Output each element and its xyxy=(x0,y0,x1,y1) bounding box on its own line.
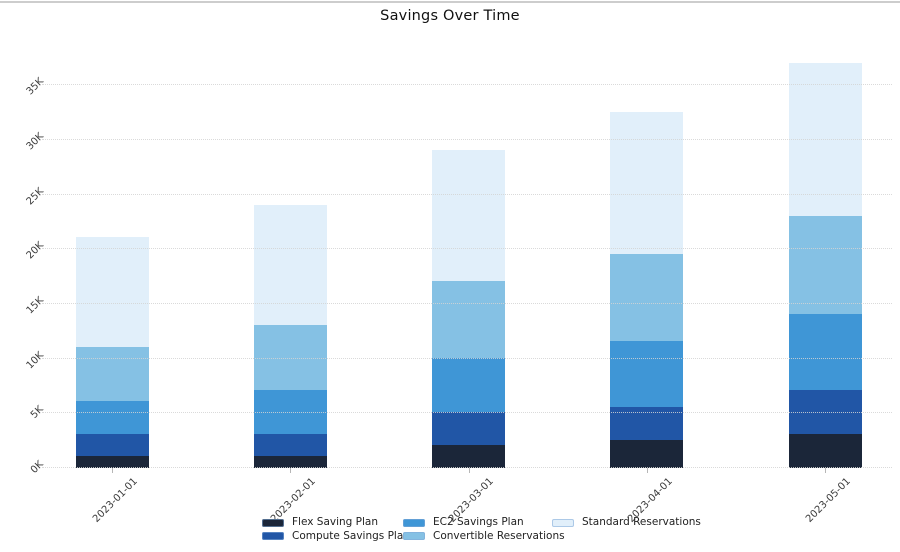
legend-item[interactable]: EC2 Savings Plan xyxy=(403,516,565,530)
bar-segment[interactable] xyxy=(75,434,149,457)
bar-segment[interactable] xyxy=(788,390,862,435)
bar-segment[interactable] xyxy=(432,357,505,413)
bar-segment[interactable] xyxy=(432,150,505,282)
y-tick-label: 5K xyxy=(28,404,46,422)
legend-column: Flex Saving Plan Compute Savings Plan xyxy=(262,516,410,543)
legend-label: EC2 Savings Plan xyxy=(433,516,524,528)
legend-swatch-icon xyxy=(552,518,574,527)
bar-segment[interactable] xyxy=(253,456,327,469)
bar-segment[interactable] xyxy=(788,434,862,469)
legend-item[interactable]: Convertible Reservations xyxy=(403,530,565,544)
x-tick-mark xyxy=(468,468,470,473)
y-gridline xyxy=(42,357,892,359)
bar-segment[interactable] xyxy=(610,111,684,254)
x-tick-mark xyxy=(290,468,292,473)
bar-segment[interactable] xyxy=(610,439,684,469)
bar-segment[interactable] xyxy=(75,456,149,469)
legend-label: Standard Reservations xyxy=(582,516,701,528)
x-tick-mark xyxy=(825,468,826,473)
x-tick-mark xyxy=(112,468,113,473)
y-tick-label: 25K xyxy=(24,185,46,208)
bar-segment[interactable] xyxy=(253,390,327,435)
bar-segment[interactable] xyxy=(432,445,505,469)
bar-segment[interactable] xyxy=(432,281,505,358)
bar-segment[interactable] xyxy=(75,346,149,402)
bar-segment[interactable] xyxy=(788,215,862,314)
y-tick-label: 20K xyxy=(24,240,46,262)
y-gridline xyxy=(42,193,892,195)
y-tick-label: 15K xyxy=(24,295,46,317)
legend-column: EC2 Savings Plan Convertible Reservations xyxy=(403,516,565,543)
legend-label: Flex Saving Plan xyxy=(292,516,379,528)
y-gridline xyxy=(42,303,892,305)
y-gridline xyxy=(42,467,892,468)
bar-segment[interactable] xyxy=(610,253,684,342)
chart-legend: Flex Saving Plan Compute Savings Plan EC2 … xyxy=(0,516,900,546)
bar-segment[interactable] xyxy=(253,434,327,457)
bar-segment[interactable] xyxy=(253,204,327,325)
y-gridline xyxy=(42,84,892,86)
bar-segment[interactable] xyxy=(788,313,862,391)
chart-title: Savings Over Time xyxy=(380,8,520,24)
y-gridline xyxy=(42,248,892,250)
legend-label: Convertible Reservations xyxy=(433,529,565,542)
bar-segment[interactable] xyxy=(253,324,327,391)
y-tick-label: 30K xyxy=(24,131,46,153)
legend-item[interactable]: Standard Reservations xyxy=(552,516,701,530)
window-top-border xyxy=(0,1,900,3)
legend-swatch-icon xyxy=(262,518,284,527)
legend-swatch-icon xyxy=(403,518,425,527)
y-gridline xyxy=(42,139,892,141)
bar-segment[interactable] xyxy=(610,341,684,407)
bar-segment[interactable] xyxy=(610,406,684,440)
y-tick-label: 0K xyxy=(28,459,46,476)
legend-item[interactable]: Compute Savings Plan xyxy=(262,530,410,544)
legend-swatch-icon xyxy=(262,532,284,541)
y-tick-label: 10K xyxy=(24,349,46,372)
x-tick-mark xyxy=(646,468,648,473)
legend-item[interactable]: Flex Saving Plan xyxy=(262,516,410,530)
bar-segment[interactable] xyxy=(432,412,505,446)
y-tick-label: 35K xyxy=(24,76,46,98)
legend-label: Compute Savings Plan xyxy=(292,529,410,542)
legend-column: Standard Reservations xyxy=(552,516,701,530)
y-gridline xyxy=(42,412,892,414)
legend-swatch-icon xyxy=(403,532,425,541)
bar-segment[interactable] xyxy=(75,237,149,347)
bar-segment[interactable] xyxy=(75,401,149,435)
